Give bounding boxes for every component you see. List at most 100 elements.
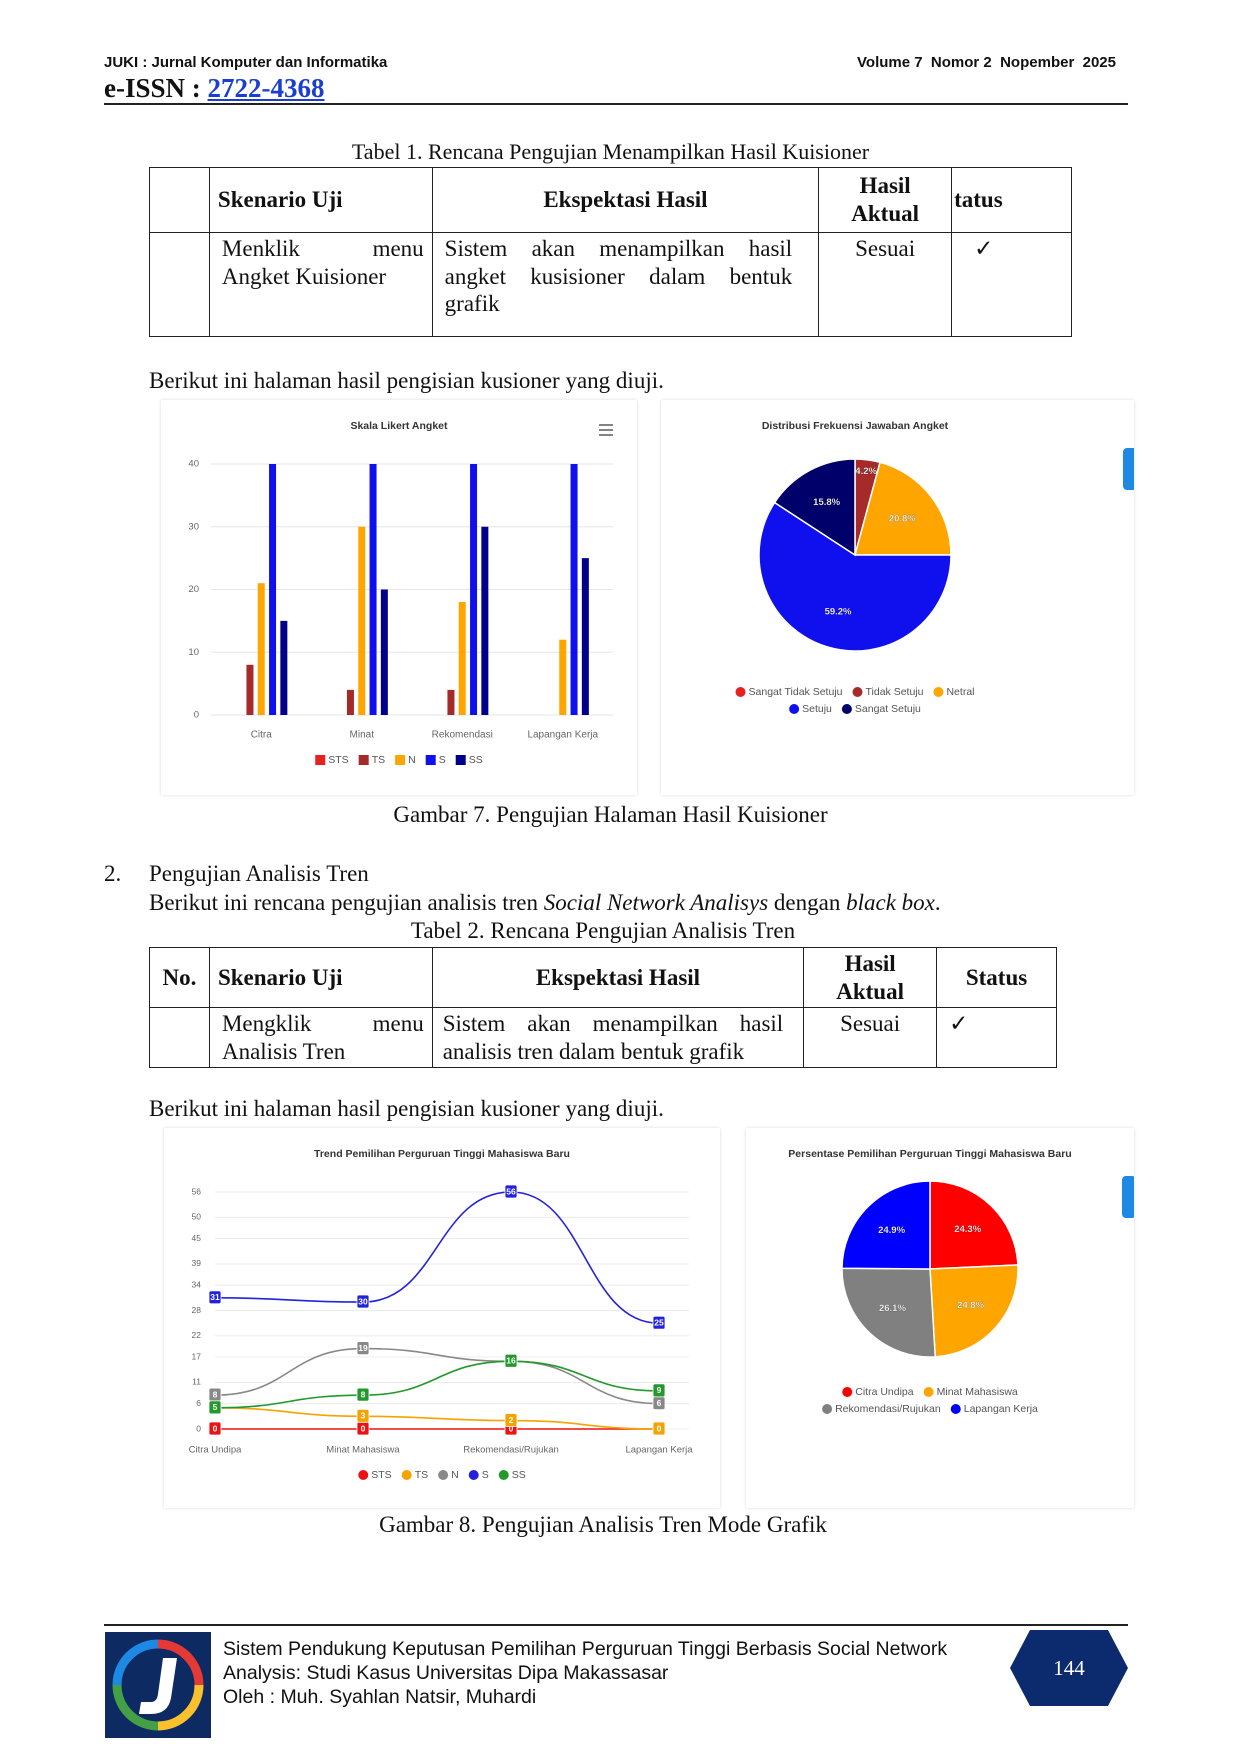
data-label: 9 — [657, 1385, 662, 1395]
data-label: 24.9% — [878, 1225, 905, 1236]
y-tick-label: 20 — [188, 584, 199, 595]
table: Skenario Uji Ekspektasi Hasil Hasil Aktu… — [149, 167, 1072, 337]
legend-label: S — [439, 754, 446, 766]
legend-marker — [438, 1470, 449, 1480]
legend-item: TS — [358, 754, 385, 766]
journal-logo — [105, 1632, 211, 1738]
issn: e-ISSN : 2722-4368 — [104, 73, 325, 104]
line — [214, 1360, 660, 1409]
legend-marker — [315, 755, 326, 765]
pie-slice — [929, 1180, 1019, 1270]
chart-panel: Trend Pemilihan Perguruan Tinggi Mahasis… — [164, 1128, 720, 1508]
data-label: 0 — [213, 1423, 218, 1433]
pie-slice — [773, 458, 856, 557]
legend-marker — [950, 1404, 961, 1414]
header-cell: Hasil Aktual — [818, 167, 953, 233]
legend-label: N — [451, 1469, 459, 1481]
x-tick-label: Lapangan Kerja — [625, 1445, 693, 1456]
pie-slice — [841, 1267, 937, 1358]
y-tick-label: 56 — [192, 1186, 202, 1196]
pie-slice — [758, 501, 952, 652]
table-header-row: Skenario Uji Ekspektasi Hasil Hasil Aktu… — [149, 167, 1072, 233]
chart-panel: Persentase Pemilihan Perguruan Tinggi Ma… — [746, 1128, 1136, 1508]
line — [214, 1191, 660, 1324]
table-caption: Tabel 2. Rencana Pengujian Analisis Tren — [410, 918, 796, 943]
footer-authors: Oleh : Muh. Syahlan Natsir, Muhardi — [223, 1686, 537, 1708]
legend-item: Sangat Setuju — [841, 703, 921, 715]
legend-label: Minat Mahasiswa — [937, 1386, 1018, 1398]
cell: ✓ — [951, 232, 1072, 337]
legend-item: S — [468, 1469, 489, 1481]
line — [214, 1347, 660, 1405]
issn-link[interactable]: 2722-4368 — [207, 73, 325, 103]
legend-marker — [358, 755, 369, 765]
section-number: 2. — [104, 861, 122, 886]
bar — [269, 464, 277, 715]
y-tick-label: 39 — [192, 1258, 202, 1268]
y-tick-label: 17 — [192, 1351, 202, 1361]
data-label: 0 — [657, 1423, 662, 1433]
chart-title: Trend Pemilihan Perguruan Tinggi Mahasis… — [314, 1148, 570, 1160]
x-tick-label: Citra — [251, 730, 273, 741]
legend-label: TS — [372, 754, 385, 766]
footer-title: Sistem Pendukung Keputusan Pemilihan Per… — [223, 1637, 947, 1709]
y-tick-label: 28 — [192, 1305, 202, 1315]
legend-marker — [358, 1470, 369, 1480]
header-cell: tatus — [951, 167, 1072, 233]
menu-icon[interactable] — [599, 424, 613, 436]
legend-label: Setuju — [802, 703, 832, 715]
legend-marker — [822, 1404, 833, 1414]
legend-marker — [841, 704, 852, 714]
chart: Persentase Pemilihan Perguruan Tinggi Ma… — [788, 1148, 1136, 1415]
legend-item: Lapangan Kerja — [950, 1403, 1038, 1415]
cell — [149, 232, 210, 337]
paragraph: Berikut ini rencana pengujian analisis t… — [149, 890, 941, 916]
legend-item: Rekomendasi/Rujukan — [822, 1403, 941, 1415]
page-badge: 144 — [1010, 1630, 1128, 1706]
data-label: 30 — [358, 1296, 368, 1306]
y-tick-label: 0 — [196, 1423, 201, 1433]
data-label: 2 — [509, 1415, 514, 1425]
bar — [257, 583, 265, 715]
data-label: 16 — [506, 1356, 516, 1366]
data-label: 15.8% — [813, 497, 840, 508]
y-tick-label: 30 — [188, 521, 199, 532]
figure-caption: Gambar 7. Pengujian Halaman Hasil Kuisio… — [393, 802, 828, 827]
legend-marker — [401, 1470, 412, 1480]
side-tab[interactable] — [1122, 1176, 1136, 1218]
legend-label: Lapangan Kerja — [964, 1403, 1038, 1415]
data-label: 4.2% — [855, 466, 877, 477]
pie-slice — [854, 461, 952, 556]
data-label-box — [504, 1184, 518, 1199]
bar — [481, 526, 489, 715]
cell: Sesuai — [818, 232, 953, 337]
data-label: 0 — [361, 1423, 366, 1433]
data-label-box — [208, 1421, 222, 1436]
x-tick-label: Minat Mahasiswa — [326, 1445, 400, 1456]
legend-marker — [455, 755, 466, 765]
cell: ✓ — [936, 1007, 1057, 1069]
data-label: 8 — [213, 1389, 218, 1399]
line — [214, 1407, 660, 1430]
pie-slice — [929, 1264, 1019, 1358]
data-label: 24.8% — [957, 1300, 984, 1311]
y-tick-label: 22 — [192, 1330, 202, 1340]
legend-item: Minat Mahasiswa — [923, 1386, 1018, 1398]
footer-rule — [104, 1624, 1128, 1626]
legend-label: Tidak Setuju — [865, 686, 923, 698]
bar — [470, 464, 478, 715]
italic-text: Social Network Analisys — [543, 890, 769, 915]
bar — [358, 526, 366, 715]
legend-marker — [923, 1387, 934, 1397]
data-label-box — [652, 1383, 666, 1398]
y-tick-label: 11 — [192, 1377, 201, 1387]
side-tab[interactable] — [1123, 448, 1137, 490]
y-tick-label: 10 — [188, 647, 199, 658]
paragraph: Berikut ini halaman hasil pengisian kusi… — [149, 1096, 664, 1121]
legend-marker — [842, 1387, 853, 1397]
bar — [380, 589, 388, 715]
y-tick-label: 50 — [192, 1212, 202, 1222]
legend-item: Sangat Tidak Setuju — [735, 686, 843, 698]
legend-item: Tidak Setuju — [852, 686, 924, 698]
